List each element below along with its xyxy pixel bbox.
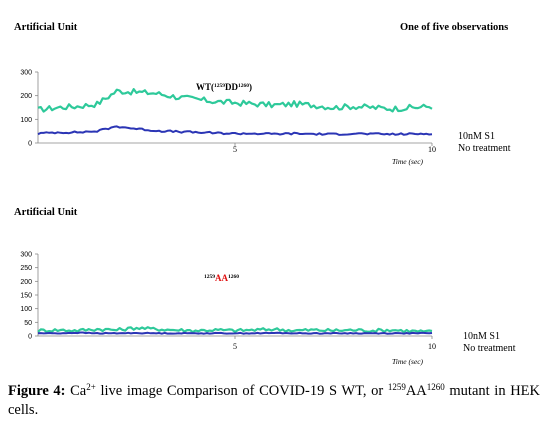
chart2: 0 50 100 150 200 250 300 5 10 Time (sec) 1259AA126… — [20, 252, 436, 367]
chart2-series-2-line — [37, 331, 433, 335]
chart2-legend-item-1: 10nM S1 — [463, 331, 500, 342]
chart1-legend-item-2: No treatment — [458, 143, 511, 154]
caption-text-1: Ca — [65, 383, 87, 399]
caption-sup-2: 1259 — [387, 382, 406, 392]
chart1-ytick-label-2: 200 — [20, 93, 32, 100]
caption-text-3: AA — [405, 383, 427, 399]
figure-caption: Figure 4: Ca2+ live image Comparison of … — [8, 382, 540, 420]
chart2-annotation: 1259AA1260 — [204, 273, 239, 283]
chart2-ylabel: Artificial Unit — [14, 207, 78, 218]
chart2-ytick-label-1: 50 — [24, 320, 32, 327]
chart2-ytick-label-2: 100 — [20, 306, 32, 313]
chart1-ylabel: Artificial Unit — [14, 22, 78, 33]
chart2-legend: 10nM S1 No treatment — [463, 331, 515, 355]
caption-sup-1: 2+ — [86, 382, 96, 392]
chart1: 0 100 200 300 5 10 Time (sec) WT(1259DD1260) — [20, 70, 436, 167]
caption-sup-3: 1260 — [426, 382, 445, 392]
chart2-xlabel: Time (sec) — [392, 357, 424, 366]
chart2-xtick-label-1: 10 — [428, 342, 436, 351]
chart1-legend: 10nM S1 No treatment — [458, 131, 510, 155]
chart1-header-right: One of five observations — [400, 22, 509, 33]
chart2-ytick-label-3: 150 — [20, 293, 32, 300]
chart2-ytick-label-6: 300 — [20, 252, 32, 259]
chart2-series-1-line — [37, 326, 433, 334]
caption-text-2: live image Comparison of COVID-19 S WT, … — [95, 383, 388, 399]
chart1-ytick-label-3: 300 — [20, 70, 32, 77]
chart2-ytick-label-5: 250 — [20, 265, 32, 272]
caption-text-4: mutant in HEK cells. — [8, 383, 540, 418]
chart1-legend-item-1: 10nM S1 — [458, 131, 495, 142]
chart1-annotation: WT(1259DD1260) — [196, 82, 252, 92]
chart1-ytick-label-0: 0 — [28, 141, 32, 148]
chart2-legend-item-2: No treatment — [463, 343, 516, 354]
chart1-xtick-label-0: 5 — [233, 145, 237, 154]
chart1-xtick-label-1: 10 — [428, 145, 436, 154]
caption-label: Figure 4: — [8, 383, 66, 399]
chart1-xlabel: Time (sec) — [392, 157, 424, 166]
chart2-xtick-label-0: 5 — [233, 342, 237, 351]
chart1-ytick-label-1: 100 — [20, 117, 32, 124]
chart1-series-2-line — [37, 125, 433, 136]
chart1-series-1-line — [37, 87, 433, 113]
chart2-ytick-label-4: 200 — [20, 279, 32, 286]
chart2-ytick-label-0: 0 — [28, 334, 32, 341]
